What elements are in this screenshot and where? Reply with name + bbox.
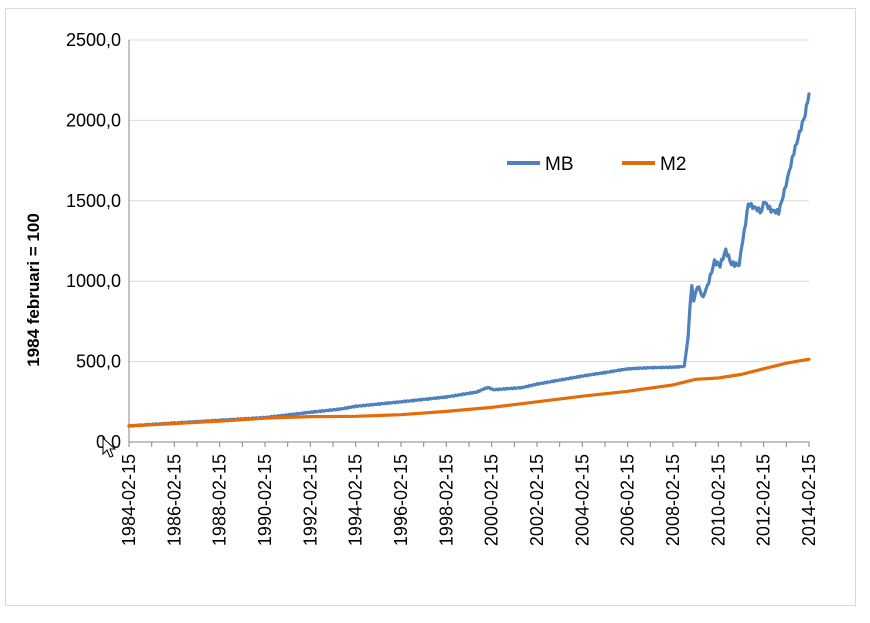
x-tick-label: 1998-02-15	[436, 454, 456, 546]
x-tick-label: 2006-02-15	[618, 454, 638, 546]
series-lines	[127, 92, 811, 428]
y-tick-label: 1000,0	[66, 271, 121, 291]
x-tick-label: 2000-02-15	[482, 454, 502, 546]
x-tick-label: 2002-02-15	[527, 454, 547, 546]
legend-mb-label: MB	[545, 154, 574, 175]
x-tick-label: 1984-02-15	[119, 454, 139, 546]
axes	[128, 40, 810, 447]
x-tick-label: 2012-02-15	[754, 454, 774, 546]
y-tick-label: 1500,0	[66, 191, 121, 211]
x-tick-label: 1988-02-15	[210, 454, 230, 546]
y-tick-label: 0,0	[96, 432, 121, 452]
chart-frame	[5, 8, 856, 606]
x-tick-label: 2010-02-15	[708, 454, 728, 546]
mouse-pointer-icon	[102, 436, 117, 458]
grid-lines	[129, 39, 809, 363]
x-tick-label: 1992-02-15	[300, 454, 320, 546]
legend-m2-label: M2	[660, 154, 686, 175]
y-tick-label: 2500,0	[66, 30, 121, 50]
series-line-m2	[127, 357, 811, 428]
y-axis-label: 1984 februari = 100	[24, 213, 43, 367]
legend: MB M2	[507, 154, 686, 175]
x-tick-label: 2004-02-15	[572, 454, 592, 546]
series-line-mb	[127, 92, 811, 428]
x-tick-label: 2008-02-15	[663, 454, 683, 546]
y-tick-label: 2000,0	[66, 110, 121, 130]
x-tick-label: 1996-02-15	[391, 454, 411, 546]
x-tick-label: 1986-02-15	[164, 454, 184, 546]
tick-labels: 0,0 500,0 1000,0 1500,0 2000,0 2500,0 1984-02-…	[66, 30, 819, 546]
x-tick-label: 2014-02-15	[799, 454, 819, 546]
y-tick-label: 500,0	[76, 352, 121, 372]
x-tick-label: 1994-02-15	[346, 454, 366, 546]
x-tick-label: 1990-02-15	[255, 454, 275, 546]
